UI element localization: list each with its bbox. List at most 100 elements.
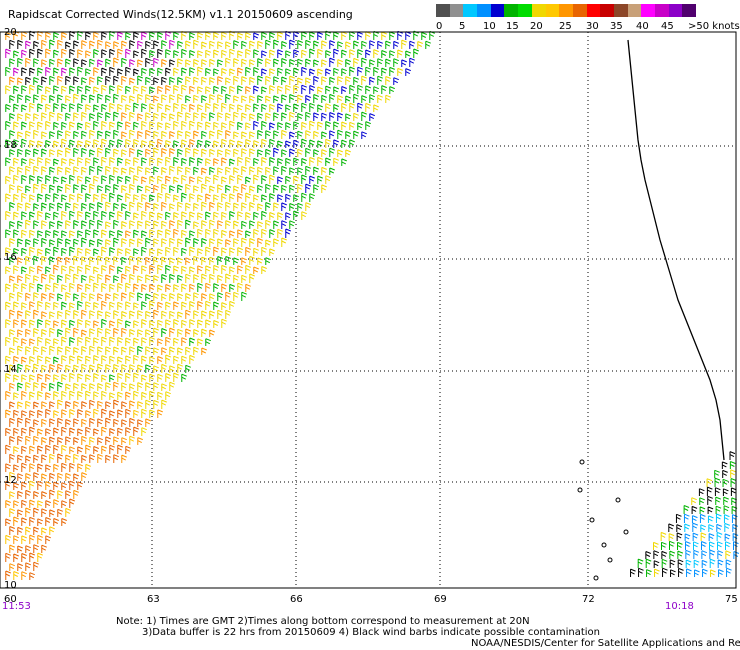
wind-barb: [81, 329, 87, 337]
wind-barb: [141, 427, 147, 436]
wind-barb: [37, 463, 43, 472]
wind-barb: [13, 248, 19, 256]
wind-barb: [225, 201, 231, 211]
wind-barb: [13, 464, 19, 472]
wind-barb: [153, 220, 159, 229]
map-title: Rapidscat Corrected Winds(12.5KM) v1.1 2…: [8, 8, 353, 21]
wind-barb: [145, 57, 151, 67]
wind-barb: [77, 140, 83, 148]
wind-barb: [277, 140, 283, 148]
wind-barb: [285, 157, 291, 166]
wind-barb: [21, 410, 27, 418]
wind-barb: [69, 103, 75, 112]
wind-barb: [33, 561, 39, 571]
wind-barb: [169, 165, 175, 175]
wind-barb: [245, 283, 251, 292]
wind-barb: [61, 230, 67, 238]
wind-barb: [257, 184, 263, 193]
wind-barb: [149, 409, 155, 418]
wind-barb: [245, 139, 251, 148]
wind-barb: [57, 346, 63, 355]
wind-barb: [297, 167, 303, 175]
wind-barb: [361, 95, 367, 103]
wind-barb: [177, 58, 183, 67]
wind-barb: [677, 559, 684, 568]
wind-barb: [157, 264, 163, 274]
wind-barb: [121, 419, 127, 427]
wind-barb: [157, 138, 163, 148]
wind-barb: [89, 202, 95, 211]
wind-barb: [25, 202, 31, 211]
wind-barb: [221, 229, 227, 238]
wind-barb: [65, 346, 71, 355]
wind-barb: [181, 174, 187, 184]
wind-barb: [201, 238, 207, 247]
wind-barb: [181, 337, 187, 346]
wind-barb: [145, 167, 151, 175]
wind-barb: [69, 265, 75, 274]
wind-barb: [161, 201, 167, 211]
wind-barb: [41, 508, 47, 517]
wind-barb: [321, 59, 327, 67]
legend-label: 30: [586, 21, 599, 32]
wind-barb: [73, 130, 79, 139]
wind-barb: [365, 102, 371, 112]
wind-barb: [53, 282, 59, 292]
wind-barb: [141, 210, 147, 220]
wind-barb: [117, 194, 123, 202]
wind-barb: [349, 66, 355, 76]
wind-barb: [333, 121, 339, 130]
wind-barb: [249, 131, 255, 139]
wind-barb: [277, 122, 283, 130]
wind-barb: [169, 148, 175, 157]
wind-barb: [369, 76, 375, 85]
wind-barb: [37, 84, 43, 94]
wind-barb: [45, 500, 51, 508]
wind-barb: [25, 562, 31, 571]
wind-barb: [177, 184, 183, 193]
wind-barb: [41, 329, 47, 337]
wind-barb: [257, 166, 263, 175]
legend-swatch: [627, 4, 642, 17]
wind-barb: [265, 58, 271, 67]
wind-barb: [701, 541, 707, 550]
wind-barb: [97, 383, 103, 391]
wind-barb: [81, 202, 87, 211]
wind-barb: [97, 59, 103, 67]
legend-label: 0: [436, 21, 443, 32]
wind-barb: [33, 40, 39, 49]
wind-barb: [241, 148, 247, 157]
wind-barb: [297, 148, 303, 157]
wind-barb: [357, 31, 363, 40]
wind-barb: [165, 175, 171, 184]
wind-barb: [257, 58, 263, 67]
wind-barb: [89, 454, 95, 463]
wind-barb: [197, 50, 203, 58]
wind-barb: [678, 567, 684, 577]
wind-barb: [45, 373, 51, 382]
wind-barb: [77, 85, 83, 94]
wind-barb: [349, 49, 355, 58]
wind-barb: [217, 94, 223, 103]
wind-barb: [69, 372, 75, 382]
wind-barb: [57, 490, 63, 499]
wind-barb: [9, 221, 15, 229]
wind-barb: [45, 31, 51, 40]
wind-barb: [707, 495, 713, 505]
wind-barb: [717, 559, 724, 568]
wind-barb: [25, 165, 31, 175]
wind-barb: [237, 67, 243, 76]
wind-barb: [29, 67, 35, 76]
legend-swatch: [641, 4, 655, 17]
wind-barb: [285, 175, 291, 184]
wind-barb: [301, 84, 307, 94]
wind-barb: [33, 255, 39, 265]
wind-barb: [57, 417, 63, 427]
legend-label: >50 knots: [688, 21, 740, 32]
wind-barb: [381, 85, 387, 94]
wind-barb: [73, 93, 79, 103]
wind-barb: [129, 59, 135, 67]
wind-barb: [109, 48, 115, 58]
wind-barb: [33, 58, 39, 67]
wind-barb: [149, 229, 155, 238]
